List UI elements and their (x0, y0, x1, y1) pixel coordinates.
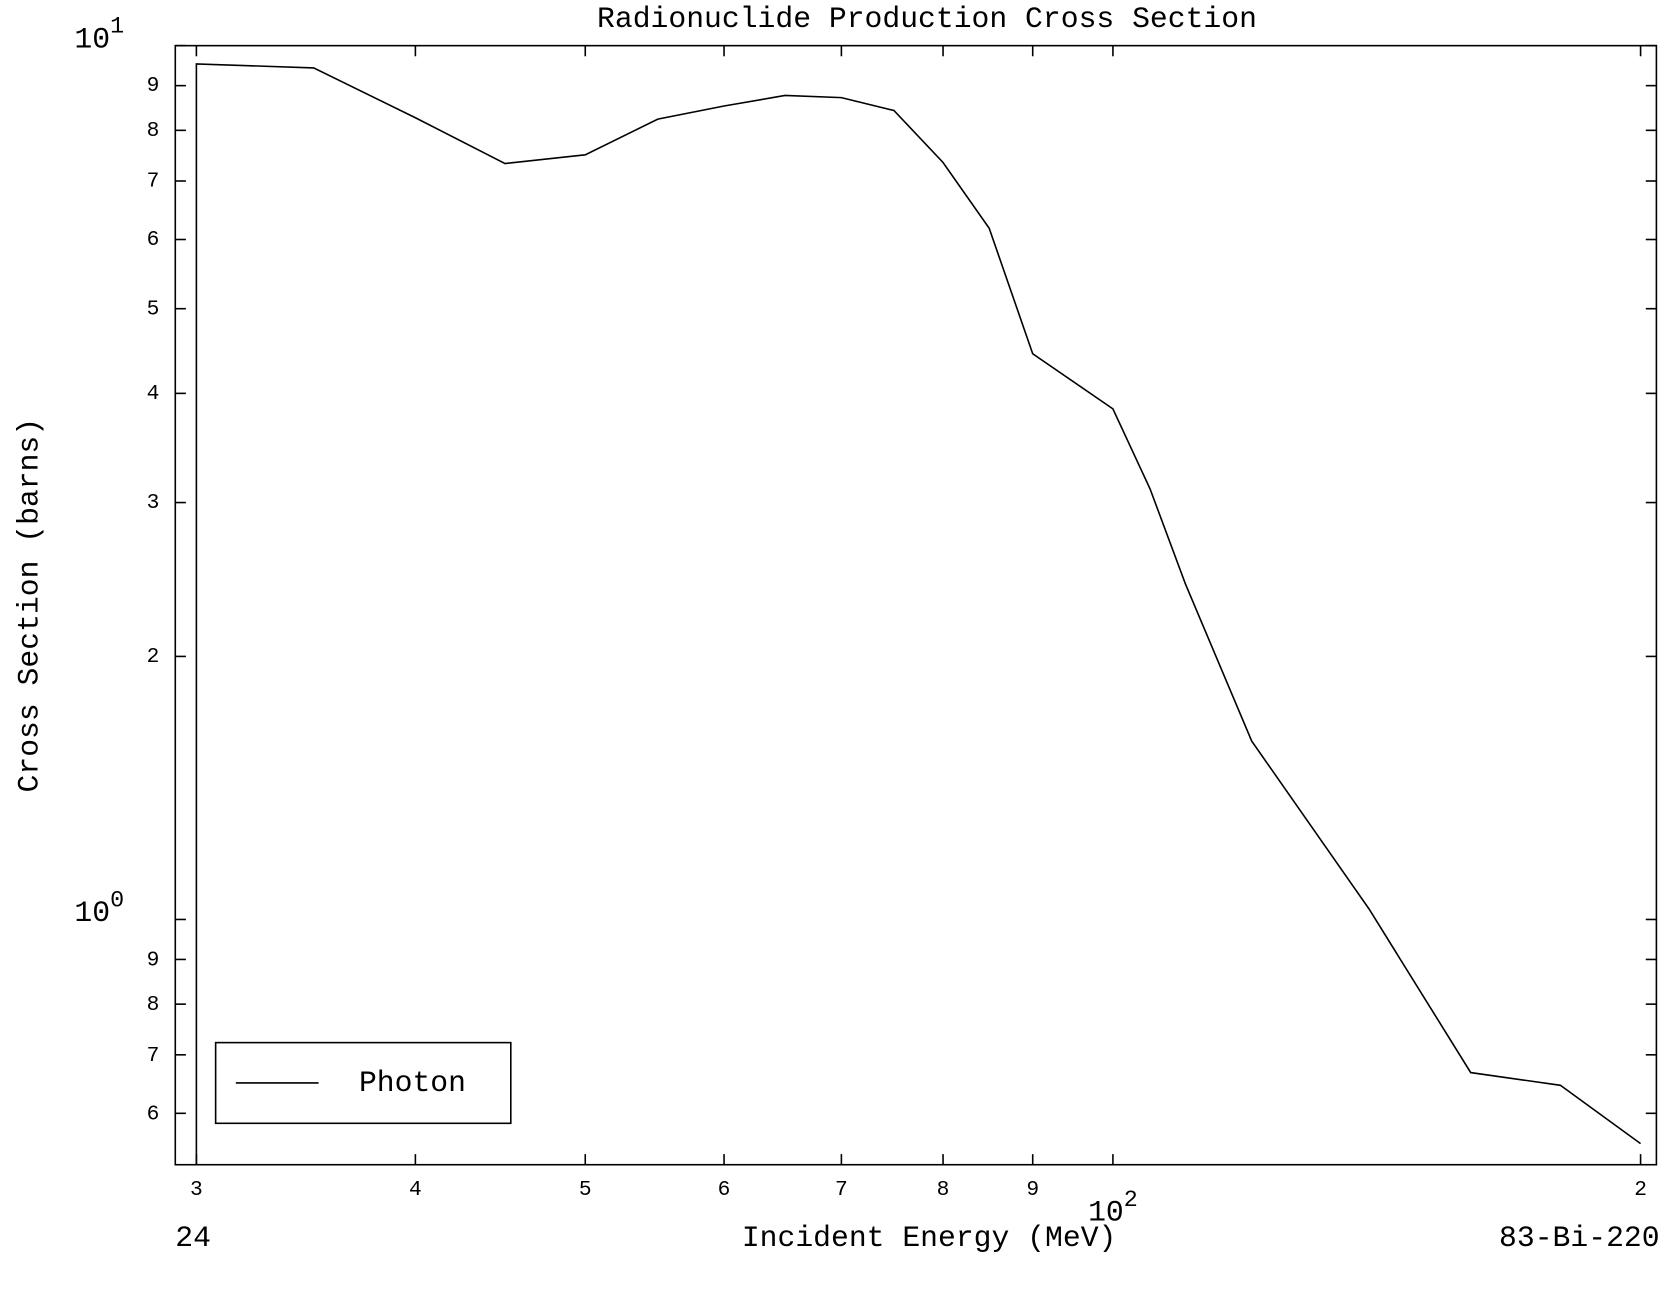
tick-label-base: 6 (147, 1102, 160, 1126)
tick-label-base: 8 (147, 993, 160, 1017)
tick-label-base: 2 (1634, 1178, 1647, 1202)
tick-label-base: 5 (579, 1178, 592, 1202)
x-axis-label: Incident Energy (MeV) (742, 1221, 1117, 1255)
tick-label-exponent: 2 (1124, 1188, 1138, 1214)
tick-label: 6 (147, 1102, 160, 1126)
tick-label-base: 9 (147, 948, 160, 972)
legend (214, 1041, 512, 1125)
tick-label: 7 (147, 170, 160, 194)
tick-label-base: 10 (74, 22, 110, 56)
tick-label: 8 (937, 1178, 950, 1202)
chart-title: Radionuclide Production Cross Section (597, 2, 1257, 36)
tick-label-base: 7 (147, 1043, 160, 1067)
footer-left: 24 (175, 1221, 211, 1255)
tick-label: 7 (147, 1043, 160, 1067)
tick-label: 9 (1026, 1178, 1039, 1202)
tick-label: 5 (147, 297, 160, 321)
tick-label: 4 (147, 382, 160, 406)
legend-label: Photon (359, 1066, 466, 1100)
tick-label: 101 (74, 15, 124, 56)
tick-label: 2 (1634, 1178, 1647, 1202)
tick-label: 100 (74, 889, 124, 930)
tick-label: 4 (409, 1178, 422, 1202)
tick-label: 6 (718, 1178, 731, 1202)
footer-right: 83-Bi-220 (1499, 1221, 1660, 1255)
tick-label: 7 (835, 1178, 848, 1202)
tick-label-base: 9 (1026, 1178, 1039, 1202)
tick-label: 9 (147, 948, 160, 972)
tick-label: 6 (147, 228, 160, 252)
tick-label: 8 (147, 119, 160, 143)
tick-label: 102 (1088, 1188, 1138, 1229)
tick-label-base: 7 (835, 1178, 848, 1202)
data-line (195, 63, 1642, 1165)
tick-label-base: 6 (718, 1178, 731, 1202)
tick-label: 5 (579, 1178, 592, 1202)
tick-label: 3 (147, 491, 160, 515)
tick-label-base: 8 (937, 1178, 950, 1202)
tick-label-base: 4 (409, 1178, 422, 1202)
tick-label-base: 3 (190, 1178, 203, 1202)
tick-label-exponent: 0 (110, 889, 124, 915)
tick-label-base: 10 (1088, 1195, 1124, 1229)
tick-label: 2 (147, 645, 160, 669)
plot-frame (174, 44, 1658, 1166)
tick-label: 8 (147, 993, 160, 1017)
tick-label-exponent: 1 (110, 15, 124, 41)
tick-label: 9 (147, 74, 160, 98)
y-axis-label: Cross Section (barns) (13, 418, 47, 793)
tick-label: 3 (190, 1178, 203, 1202)
tick-label-base: 10 (74, 896, 110, 930)
